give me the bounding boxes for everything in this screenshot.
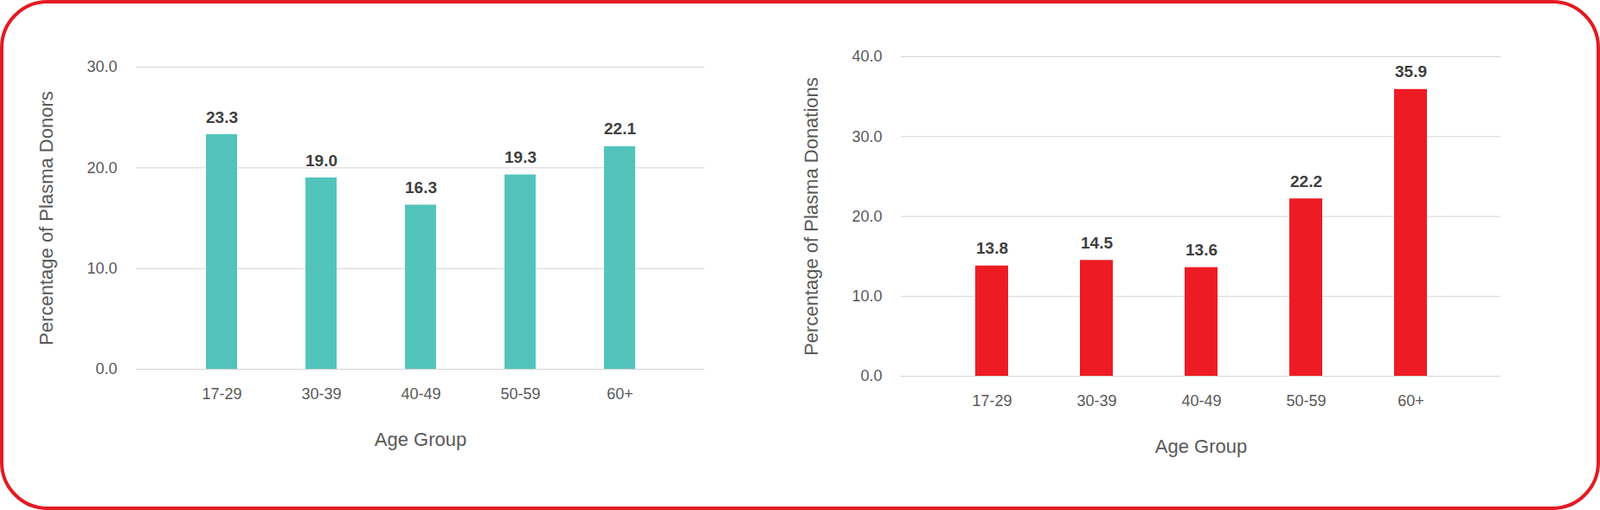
svg-text:0.0: 0.0 [95,359,117,378]
svg-text:17-29: 17-29 [201,385,242,403]
svg-text:Percentage of Plasma Donations: Percentage of Plasma Donations [800,77,823,356]
svg-text:Age Group: Age Group [1155,435,1247,457]
svg-text:40-49: 40-49 [400,385,441,403]
svg-text:35.9: 35.9 [1394,62,1427,81]
svg-text:19.3: 19.3 [504,147,537,167]
svg-text:30.0: 30.0 [86,57,117,76]
svg-text:10.0: 10.0 [851,287,882,305]
svg-text:19.0: 19.0 [305,151,338,170]
svg-text:30-39: 30-39 [1076,391,1117,410]
svg-text:40.0: 40.0 [851,47,882,65]
svg-text:23.3: 23.3 [205,108,238,127]
svg-text:20.0: 20.0 [86,159,117,177]
svg-text:60+: 60+ [1397,391,1425,410]
svg-text:Age Group: Age Group [374,428,467,450]
svg-text:50-59: 50-59 [500,385,540,403]
svg-text:17-29: 17-29 [971,391,1012,410]
svg-text:0.0: 0.0 [860,366,882,385]
svg-text:40-49: 40-49 [1181,391,1221,410]
svg-text:30.0: 30.0 [851,128,882,146]
svg-text:10.0: 10.0 [86,259,117,277]
svg-text:22.1: 22.1 [604,119,637,138]
svg-text:60+: 60+ [606,385,634,403]
svg-text:30-39: 30-39 [301,385,341,403]
svg-text:50-59: 50-59 [1285,391,1326,410]
svg-text:22.2: 22.2 [1290,172,1323,191]
svg-text:13.6: 13.6 [1185,240,1218,259]
svg-text:16.3: 16.3 [404,178,437,197]
svg-text:14.5: 14.5 [1080,233,1113,252]
svg-text:13.8: 13.8 [976,238,1009,258]
svg-text:Percentage of Plasma Donors: Percentage of Plasma Donors [35,90,58,346]
svg-text:20.0: 20.0 [851,207,882,225]
